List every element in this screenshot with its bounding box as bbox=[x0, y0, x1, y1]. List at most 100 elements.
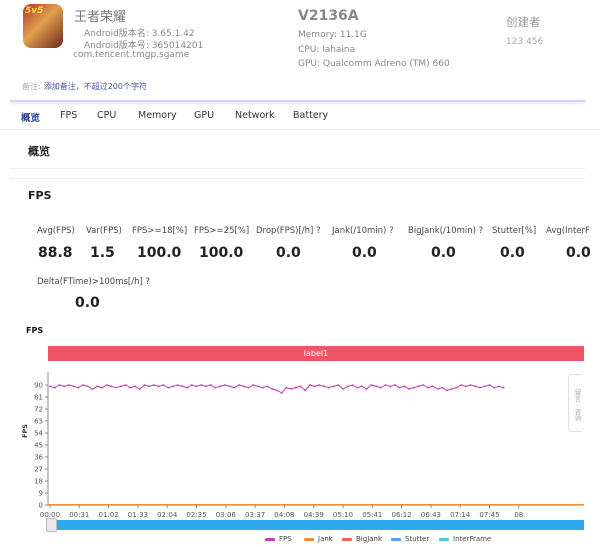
app-name: 王者荣耀 bbox=[74, 10, 127, 25]
fps-point bbox=[403, 385, 406, 388]
fps-point bbox=[327, 386, 330, 389]
section-divider bbox=[10, 178, 585, 179]
y-tick-label: 81 bbox=[34, 394, 43, 402]
metric-label: Avg(FPS) bbox=[37, 226, 75, 236]
metric-label: Avg(InterF bbox=[546, 226, 590, 236]
metric-value: 1.5 bbox=[90, 245, 115, 261]
fps-point bbox=[431, 385, 434, 388]
zoom-slider-handle[interactable] bbox=[46, 518, 57, 532]
fps-point bbox=[219, 385, 222, 388]
fps-point bbox=[129, 386, 132, 389]
metric-label: Jank(/10min) ? bbox=[332, 226, 394, 236]
x-tick-label: 08 bbox=[514, 511, 523, 519]
fps-point bbox=[469, 384, 472, 386]
fps-point bbox=[280, 392, 283, 394]
fps-point bbox=[498, 385, 500, 388]
fps-point bbox=[134, 385, 136, 388]
fps-point bbox=[332, 385, 335, 388]
version-code: Android版本号: 365014201 bbox=[84, 41, 204, 51]
fps-point bbox=[398, 386, 401, 389]
x-tick-label: 02:35 bbox=[186, 511, 206, 519]
fps-point bbox=[162, 384, 165, 386]
fps-point bbox=[266, 385, 269, 388]
fps-point bbox=[323, 385, 325, 388]
fps-point bbox=[233, 386, 236, 389]
fps-point bbox=[450, 388, 453, 390]
fps-point bbox=[384, 384, 387, 386]
legend-jank[interactable]: Jank bbox=[304, 535, 333, 543]
x-tick-label: 00:00 bbox=[40, 511, 60, 519]
fps-point bbox=[205, 385, 207, 388]
fps-point bbox=[96, 385, 99, 388]
tab-fps[interactable]: FPS bbox=[60, 110, 78, 121]
fps-point bbox=[252, 384, 255, 386]
chart-title: FPS bbox=[26, 326, 44, 335]
fps-point bbox=[488, 384, 491, 386]
x-tick-label: 04:08 bbox=[274, 511, 294, 519]
zoom-slider-track[interactable] bbox=[48, 520, 584, 530]
fps-point bbox=[356, 386, 359, 389]
fps-point bbox=[394, 384, 396, 386]
tab-gpu[interactable]: GPU bbox=[194, 110, 215, 121]
y-tick-label: 36 bbox=[34, 454, 43, 462]
fps-point bbox=[294, 386, 297, 389]
legend-jank-swatch bbox=[304, 537, 314, 541]
legend-bigjank[interactable]: BigJank bbox=[342, 535, 382, 543]
metric-label: Delta(FTime)>100ms[/h] ? bbox=[37, 277, 151, 287]
metric-value: 0.0 bbox=[431, 245, 456, 261]
fps-chart: 0 9 18 27 36 45 54 63 72 81 90 00:00 00:31 01:02 01:33… bbox=[34, 372, 584, 519]
fps-point bbox=[176, 384, 179, 386]
fps-point bbox=[474, 385, 477, 388]
fps-point bbox=[365, 388, 368, 390]
y-tick-label: 54 bbox=[34, 430, 43, 438]
fps-point bbox=[337, 384, 340, 386]
metric-value: 0.0 bbox=[500, 245, 525, 261]
fps-point bbox=[58, 384, 61, 386]
legend-interframe-swatch bbox=[439, 537, 449, 541]
tab-cpu[interactable]: CPU bbox=[97, 110, 117, 121]
creator-label: 创建者 bbox=[506, 15, 541, 29]
legend-stutter[interactable]: Stutter bbox=[391, 535, 429, 543]
feedback-widget[interactable]: 留言 · 咨询 bbox=[568, 374, 582, 432]
fps-point bbox=[422, 384, 425, 386]
fps-point bbox=[228, 385, 231, 388]
fps-point bbox=[101, 386, 103, 389]
app-icon: 5v5 bbox=[23, 4, 63, 48]
x-tick-label: 07:45 bbox=[479, 511, 499, 519]
fps-point bbox=[181, 385, 184, 388]
fps-point bbox=[157, 385, 160, 388]
y-tick-label: 18 bbox=[34, 478, 43, 486]
fps-point bbox=[242, 385, 245, 388]
metric-label: BigJank(/10min) ? bbox=[408, 226, 484, 236]
fps-point bbox=[412, 386, 415, 389]
legend-interframe[interactable]: InterFrame bbox=[439, 535, 491, 543]
tab-overview[interactable]: 概览 bbox=[21, 113, 41, 124]
y-tick-label: 63 bbox=[34, 418, 43, 426]
fps-point bbox=[153, 384, 155, 386]
y-tick-label: 9 bbox=[39, 490, 43, 498]
fps-point bbox=[379, 386, 382, 389]
tab-battery[interactable]: Battery bbox=[293, 110, 329, 121]
fps-point bbox=[209, 384, 212, 386]
note-label: 备注: bbox=[22, 82, 41, 91]
legend-stutter-swatch bbox=[391, 537, 401, 541]
tab-network[interactable]: Network bbox=[235, 110, 275, 121]
fps-point bbox=[436, 388, 439, 390]
fps-point bbox=[483, 385, 486, 388]
x-tick-label: 06:12 bbox=[392, 511, 412, 519]
legend-fps[interactable]: FPS bbox=[265, 535, 292, 543]
fps-point bbox=[370, 384, 373, 386]
fps-point bbox=[195, 385, 198, 388]
x-tick-label: 01:02 bbox=[99, 511, 119, 519]
fps-point bbox=[190, 384, 193, 386]
tab-memory[interactable]: Memory bbox=[138, 110, 177, 121]
add-note-link[interactable]: 添加备注，不超过200个字符 bbox=[43, 82, 147, 91]
fps-point bbox=[77, 386, 80, 389]
fps-point bbox=[186, 386, 188, 389]
fps-point bbox=[72, 385, 75, 388]
y-tick-label: 27 bbox=[34, 466, 43, 474]
fps-point bbox=[408, 388, 411, 390]
package-name: com.tencent.tmgp.sgame bbox=[73, 50, 190, 60]
section-divider bbox=[10, 168, 585, 169]
y-tick-label: 90 bbox=[34, 382, 43, 390]
